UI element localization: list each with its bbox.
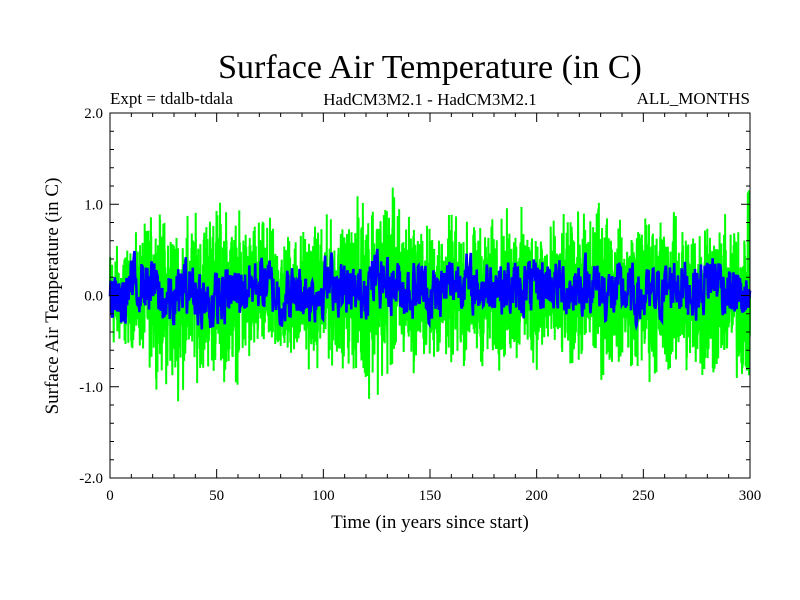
- x-tick-label: 0: [106, 488, 114, 504]
- x-tick-label: 200: [525, 488, 548, 504]
- y-tick-label: 2.0: [84, 106, 103, 122]
- x-tick-label: 100: [312, 488, 335, 504]
- x-tick-label: 250: [632, 488, 655, 504]
- x-axis-label: Time (in years since start): [331, 512, 529, 533]
- x-tick-label: 300: [739, 488, 762, 504]
- series-monthly-line: [109, 187, 751, 402]
- x-tick-label: 150: [419, 488, 442, 504]
- y-tick-label: 0.0: [84, 289, 103, 305]
- y-axis-label: Surface Air Temperature (in C): [42, 178, 63, 415]
- y-tick-label: -2.0: [79, 471, 103, 487]
- y-tick-label: -1.0: [79, 380, 103, 396]
- chart-subtitle-center: HadCM3M2.1 - HadCM3M2.1: [323, 90, 536, 109]
- chart-subtitle-left: Expt = tdalb-tdala: [110, 89, 233, 108]
- y-tick-label: 1.0: [84, 197, 103, 213]
- axes: 0 50 100 150 200 250 300 -2.0 -1.0 0.0 1.0 2.0: [79, 106, 761, 504]
- plot-area: [108, 187, 752, 402]
- chart-subtitle-right: ALL_MONTHS: [637, 89, 750, 108]
- x-tick-label: 50: [209, 488, 224, 504]
- series-annual-line: [108, 248, 752, 332]
- chart-title: Surface Air Temperature (in C): [218, 49, 642, 86]
